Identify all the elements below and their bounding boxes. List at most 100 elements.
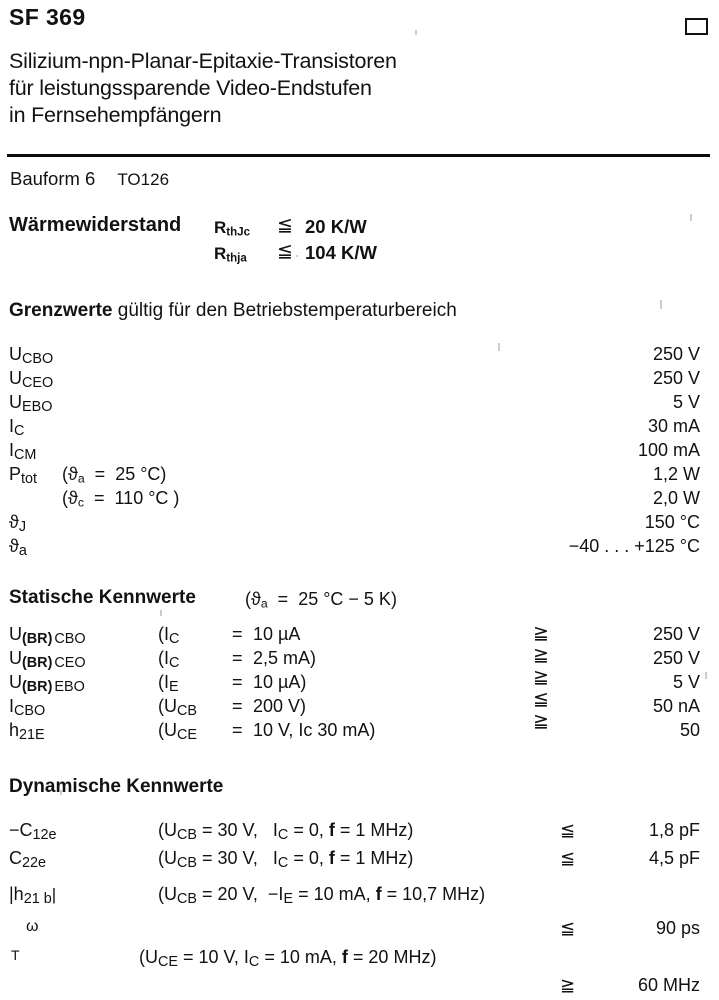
limits-heading-rest: gültig für den Betriebstemperaturbereich — [112, 300, 457, 321]
limits-row: ϑJ 150 °C — [0, 512, 719, 536]
subtitle-line-3: in Fernsehempfängern — [9, 103, 222, 127]
dynamic-row: ω ≦ 90 ps — [0, 918, 719, 940]
static-value-3: 50 nA — [652, 696, 700, 716]
static-row: U(BR) CBO (IC = 10 µA 250 V — [0, 624, 719, 648]
dynamic-row: T (UCE = 10 V, IC = 10 mA, f = 20 MHz) — [0, 947, 719, 971]
static-op-2: ≧ — [533, 667, 549, 688]
dynamic-symbol-1: C22e — [9, 848, 47, 872]
scan-speckle — [160, 610, 162, 616]
limits-value-6: 2,0 W — [652, 488, 700, 508]
static-cond-open-1: (IC — [158, 648, 180, 672]
subtitle-line-1: Silizium-npn-Planar-Epitaxie-Transistore… — [9, 49, 397, 73]
dynamic-condition-1: (UCB = 30 V, IC = 0, f = 1 MHz) — [158, 848, 414, 872]
dynamic-condition-4: (UCE = 10 V, IC = 10 mA, f = 20 MHz) — [139, 947, 437, 971]
scan-speckle — [690, 214, 692, 221]
dynamic-symbol-3: ω — [26, 918, 39, 935]
static-symbol-0: U(BR) CBO — [9, 624, 86, 648]
static-symbol-2: U(BR) EBO — [9, 672, 85, 696]
limits-row: UCEO 250 V — [0, 368, 719, 392]
limits-row: UEBO 5 V — [0, 392, 719, 415]
static-row: U(BR) EBO (IE = 10 µA) 5 V — [0, 672, 719, 696]
limits-condition-5: (ϑa = 25 °C) — [62, 464, 167, 486]
limits-value-7: 150 °C — [644, 512, 700, 532]
static-eq-2: = — [232, 672, 243, 692]
header-divider — [7, 154, 710, 157]
limits-symbol-7: ϑJ — [9, 512, 27, 536]
limits-row: ICM 100 mA — [0, 440, 719, 463]
static-heading-label: Statische Kennwerte — [9, 587, 196, 608]
limits-value-3: 30 mA — [647, 416, 700, 436]
dynamic-row: C22e (UCB = 30 V, IC = 0, f = 1 MHz) ≦ 4… — [0, 848, 719, 872]
static-eq-3: = — [232, 696, 243, 716]
dynamic-op-1: ≦ — [560, 848, 576, 868]
scan-speckle — [498, 343, 500, 351]
static-value-1: 250 V — [652, 648, 700, 668]
limits-symbol-1: UCEO — [9, 368, 54, 392]
scan-speckle — [296, 255, 298, 257]
limits-value-0: 250 V — [652, 344, 700, 364]
limits-condition-6: (ϑc = 110 °C ) — [62, 488, 180, 510]
static-cond-value-0: 10 µA — [253, 624, 301, 644]
limits-row: UCBO 250 V — [0, 344, 719, 368]
static-heading-condition: (ϑa = 25 °C − 5 K) — [245, 589, 397, 611]
static-row: ICBO (UCB = 200 V) 50 nA — [0, 696, 719, 720]
package-line: Bauform 6 TO126 — [10, 168, 169, 190]
limits-row: (ϑc = 110 °C ) 2,0 W — [0, 488, 719, 510]
dynamic-heading: Dynamische Kennwerte — [9, 776, 224, 797]
limits-heading-bold: Grenzwerte — [9, 300, 113, 321]
dynamic-row: −C12e (UCB = 30 V, IC = 0, f = 1 MHz) ≦ … — [0, 820, 719, 844]
static-operator-column: ≧ ≧ ≧ ≦ ≧ — [533, 623, 549, 733]
dynamic-op-3: ≦ — [560, 918, 576, 938]
static-heading: Statische Kennwerte — [9, 587, 196, 609]
dynamic-symbol-4: T — [11, 947, 20, 963]
static-cond-value-3: 200 V) — [253, 696, 307, 716]
dynamic-symbol-0: −C12e — [9, 820, 57, 844]
static-symbol-4: h21E — [9, 720, 45, 744]
static-symbol-1: U(BR) CEO — [9, 648, 86, 672]
dynamic-value-5: 60 MHz — [637, 975, 700, 995]
static-op-0: ≧ — [533, 623, 549, 644]
static-op-1: ≧ — [533, 645, 549, 666]
dynamic-value-1: 4,5 pF — [648, 848, 700, 868]
static-eq-4: = — [232, 720, 243, 740]
thermal-op-0: ≦ — [277, 215, 293, 236]
subtitle-line-2: für leistungssparende Video-Endstufen — [9, 76, 372, 100]
scan-speckle — [705, 672, 707, 679]
limits-symbol-8: ϑa — [9, 536, 27, 560]
static-value-2: 5 V — [672, 672, 700, 692]
thermal-resistance-label: Wärmewiderstand — [9, 214, 182, 236]
limits-row: IC 30 mA — [0, 416, 719, 439]
dynamic-row: ≧ 60 MHz — [0, 975, 719, 997]
dynamic-symbol-2: |h21 b| — [9, 884, 57, 908]
static-row: U(BR) CEO (IC = 2,5 mA) 250 V — [0, 648, 719, 672]
dynamic-value-3: 90 ps — [655, 918, 700, 938]
static-cond-value-2: 10 µA) — [253, 672, 307, 692]
thermal-symbol-1: Rthja — [214, 244, 247, 265]
static-op-3: ≦ — [533, 689, 549, 710]
bauform-label: Bauform 6 — [10, 168, 96, 189]
limits-value-8: −40 . . . +125 °C — [568, 536, 700, 556]
page-title: SF 369 — [9, 4, 86, 30]
scan-speckle — [415, 30, 417, 35]
rectangle-outline-icon — [685, 18, 708, 35]
static-cond-value-1: 2,5 mA) — [253, 648, 317, 668]
thermal-value-0: 20 K/W — [305, 216, 367, 237]
limits-symbol-0: UCBO — [9, 344, 54, 368]
static-value-0: 250 V — [652, 624, 700, 644]
dynamic-op-5: ≧ — [560, 975, 576, 995]
limits-row: Ptot (ϑa = 25 °C) 1,2 W — [0, 464, 719, 488]
thermal-op-1: ≦ — [277, 241, 293, 262]
dynamic-condition-2: (UCB = 20 V, −IE = 10 mA, f = 10,7 MHz) — [158, 884, 486, 908]
dynamic-condition-0: (UCB = 30 V, IC = 0, f = 1 MHz) — [158, 820, 414, 844]
limits-heading: Grenzwerte gültig für den Betriebstemper… — [9, 300, 457, 322]
dynamic-op-0: ≦ — [560, 820, 576, 840]
case-type: TO126 — [117, 170, 170, 189]
limits-symbol-5: Ptot — [9, 464, 38, 488]
limits-value-1: 250 V — [652, 368, 700, 388]
static-symbol-3: ICBO — [9, 696, 46, 720]
limits-value-5: 1,2 W — [652, 464, 700, 484]
dynamic-value-0: 1,8 pF — [648, 820, 700, 840]
static-eq-0: = — [232, 624, 243, 644]
static-cond-open-0: (IC — [158, 624, 180, 648]
